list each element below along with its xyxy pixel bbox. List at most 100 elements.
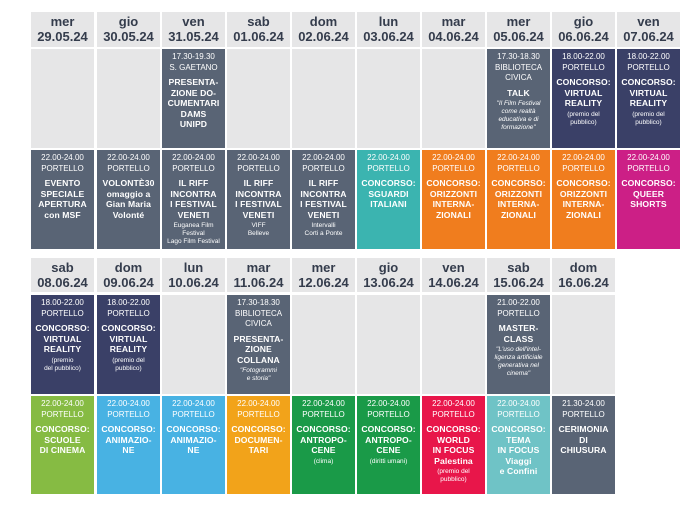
- event-title: EVENTO SPECIALE APERTURA con MSF: [38, 178, 87, 220]
- event-cell[interactable]: 22.00-24.00 PORTELLO CONCORSO: ANIMAZIO- N…: [97, 396, 160, 494]
- event-cell[interactable]: 22.00-24.00 PORTELLO CONCORSO: SCUOLE DI C…: [31, 396, 94, 494]
- event-cell[interactable]: 22.00-24.00 PORTELLO CONCORSO: ANTROPO- CE…: [357, 396, 420, 494]
- event-time: 22.00-24.00: [497, 153, 540, 162]
- event-time: 22.00-24.00: [432, 399, 475, 408]
- event-cell[interactable]: 22.00-24.00 PORTELLO CONCORSO: SGUARDI ITA…: [357, 150, 420, 249]
- event-venue: PORTELLO: [302, 409, 345, 419]
- event-time: 22.00-24.00: [237, 153, 280, 162]
- event-time: 22.00-24.00: [367, 399, 410, 408]
- event-cell[interactable]: 22.00-24.00 PORTELLO CONCORSO: ANIMAZIO- N…: [162, 396, 225, 494]
- event-venue: BIBLIOTECA CIVICA: [494, 62, 543, 83]
- event-time: 22.00-24.00: [302, 153, 345, 162]
- event-title: CONCORSO: DOCUMEN- TARI: [231, 424, 286, 455]
- event-cell[interactable]: 17.30-18.30 BIBLIOTECA CIVICA TALK "Il Film…: [487, 49, 550, 148]
- event-venue: PORTELLO: [41, 409, 84, 419]
- event-subnote: (diritti umani): [369, 457, 408, 465]
- event-cell[interactable]: 22.00-24.00 PORTELLO CONCORSO: TEMA IN FOC…: [487, 396, 550, 494]
- event-cell[interactable]: 22.00-24.00 PORTELLO IL RIFF INCONTRA I FE…: [227, 150, 290, 249]
- day-header: dom 16.06.24: [552, 258, 615, 292]
- event-cell[interactable]: 22.00-24.00 PORTELLO EVENTO SPECIALE APERT…: [31, 150, 94, 249]
- event-venue: S. GAETANO: [169, 62, 218, 72]
- empty-cell: [357, 295, 420, 394]
- event-cell[interactable]: 17.30-19.30 S. GAETANO PRESENTA- ZIONE DO-…: [162, 49, 225, 148]
- event-cell[interactable]: 18.00-22.00 PORTELLO CONCORSO: VIRTUAL REA…: [617, 49, 680, 148]
- day-date: 03.06.24: [363, 29, 414, 44]
- event-cell[interactable]: 18.00-22.00 PORTELLO CONCORSO: VIRTUAL REA…: [31, 295, 94, 394]
- empty-cell: [292, 49, 355, 148]
- empty-cell: [552, 295, 615, 394]
- day-date: 07.06.24: [623, 29, 674, 44]
- event-time: 22.00-24.00: [107, 153, 150, 162]
- day-name: dom: [309, 14, 338, 29]
- event-time: 22.00-24.00: [41, 153, 84, 162]
- day-name: dom: [569, 260, 598, 275]
- event-time: 22.00-24.00: [432, 153, 475, 162]
- event-time: 17.30-19.30: [172, 52, 215, 61]
- event-cell[interactable]: 21.00-22.00 PORTELLO MASTER- CLASS "L'uso d…: [487, 295, 550, 394]
- day-date: 16.06.24: [558, 275, 609, 290]
- event-venue: PORTELLO: [562, 163, 605, 173]
- event-venue: PORTELLO: [562, 62, 605, 72]
- day-header: ven 07.06.24: [617, 12, 680, 47]
- event-title: CONCORSO: ORIZZONTI INTERNA- ZIONALI: [491, 178, 546, 220]
- event-title: PRESENTA- ZIONE DO- CUMENTARI DAMS UNIPD: [167, 77, 220, 129]
- day-date: 09.06.24: [103, 275, 154, 290]
- event-time: 18.00-22.00: [107, 298, 150, 307]
- event-cell[interactable]: 22.00-24.00 PORTELLO CONCORSO: ANTROPO- CE…: [292, 396, 355, 494]
- day-date: 10.06.24: [168, 275, 219, 290]
- event-venue: BIBLIOTECA CIVICA: [234, 308, 283, 329]
- event-subnote: (premio del pubblico): [112, 356, 145, 372]
- event-title: CONCORSO: SCUOLE DI CINEMA: [35, 424, 90, 455]
- day-header: mar 11.06.24: [227, 258, 290, 292]
- event-cell[interactable]: 22.00-24.00 PORTELLO CONCORSO: WORLD IN FO…: [422, 396, 485, 494]
- event-cell[interactable]: 18.00-22.00 PORTELLO CONCORSO: VIRTUAL REA…: [552, 49, 615, 148]
- event-cell[interactable]: 22.00-24.00 PORTELLO CONCORSO: ORIZZONTI I…: [487, 150, 550, 249]
- day-name: dom: [114, 260, 143, 275]
- event-time: 17.30-18.30: [237, 298, 280, 307]
- event-title: CONCORSO: VIRTUAL REALITY: [556, 77, 611, 108]
- event-time: 21.00-22.00: [497, 298, 540, 307]
- event-title: CONCORSO: ANIMAZIO- NE: [166, 424, 221, 455]
- event-cell[interactable]: 18.00-22.00 PORTELLO CONCORSO: VIRTUAL REA…: [97, 295, 160, 394]
- event-note: "Il Film Festival come realtà educativa …: [496, 100, 541, 131]
- event-cell[interactable]: 22.00-24.00 PORTELLO IL RIFF INCONTRA I FE…: [162, 150, 225, 249]
- event-venue: PORTELLO: [41, 163, 84, 173]
- event-note: "Fotogrammi e storia": [240, 367, 277, 382]
- empty-cell: [97, 49, 160, 148]
- event-cell[interactable]: 21.30-24.00 PORTELLO CERIMONIA DI CHIUSURA: [552, 396, 615, 494]
- event-venue: PORTELLO: [107, 409, 150, 419]
- event-title: CONCORSO: ORIZZONTI INTERNA- ZIONALI: [556, 178, 611, 220]
- empty-cell: [227, 49, 290, 148]
- event-venue: PORTELLO: [41, 308, 84, 318]
- day-date: 29.05.24: [37, 29, 88, 44]
- event-cell[interactable]: 22.00-24.00 PORTELLO IL RIFF INCONTRA I FE…: [292, 150, 355, 249]
- event-cell[interactable]: 22.00-24.00 PORTELLO VOLONTÈ30 omaggio a G…: [97, 150, 160, 249]
- day-name: gio: [118, 14, 139, 29]
- event-cell[interactable]: 22.00-24.00 PORTELLO CONCORSO: ORIZZONTI I…: [422, 150, 485, 249]
- event-cell[interactable]: 17.30-18.30 BIBLIOTECA CIVICA PRESENTA- ZI…: [227, 295, 290, 394]
- event-cell[interactable]: 22.00-24.00 PORTELLO CONCORSO: DOCUMEN- TA…: [227, 396, 290, 494]
- event-subnote: Euganea Film Festival Lago Film Festival: [167, 222, 220, 245]
- day-date: 15.06.24: [493, 275, 544, 290]
- day-name: lun: [378, 14, 399, 29]
- event-title: CONCORSO: ANIMAZIO- NE: [101, 424, 156, 455]
- event-time: 22.00-24.00: [497, 399, 540, 408]
- day-name: mer: [311, 260, 336, 275]
- day-date: 31.05.24: [168, 29, 219, 44]
- day-header: mar 04.06.24: [422, 12, 485, 47]
- day-name: mer: [506, 14, 531, 29]
- day-header: gio 13.06.24: [357, 258, 420, 292]
- day-name: ven: [182, 14, 205, 29]
- event-cell[interactable]: 22.00-24.00 PORTELLO CONCORSO: QUEER SHORT…: [617, 150, 680, 249]
- event-time: 22.00-24.00: [41, 399, 84, 408]
- event-subnote: Intervalli Corti a Ponte: [304, 222, 343, 237]
- event-venue: PORTELLO: [172, 163, 215, 173]
- event-subnote: VIFF Belleve: [247, 222, 270, 237]
- empty-cell: [422, 295, 485, 394]
- event-cell[interactable]: 22.00-24.00 PORTELLO CONCORSO: ORIZZONTI I…: [552, 150, 615, 249]
- day-date: 13.06.24: [363, 275, 414, 290]
- day-name: ven: [637, 14, 660, 29]
- day-name: mar: [246, 260, 271, 275]
- day-header: gio 06.06.24: [552, 12, 615, 47]
